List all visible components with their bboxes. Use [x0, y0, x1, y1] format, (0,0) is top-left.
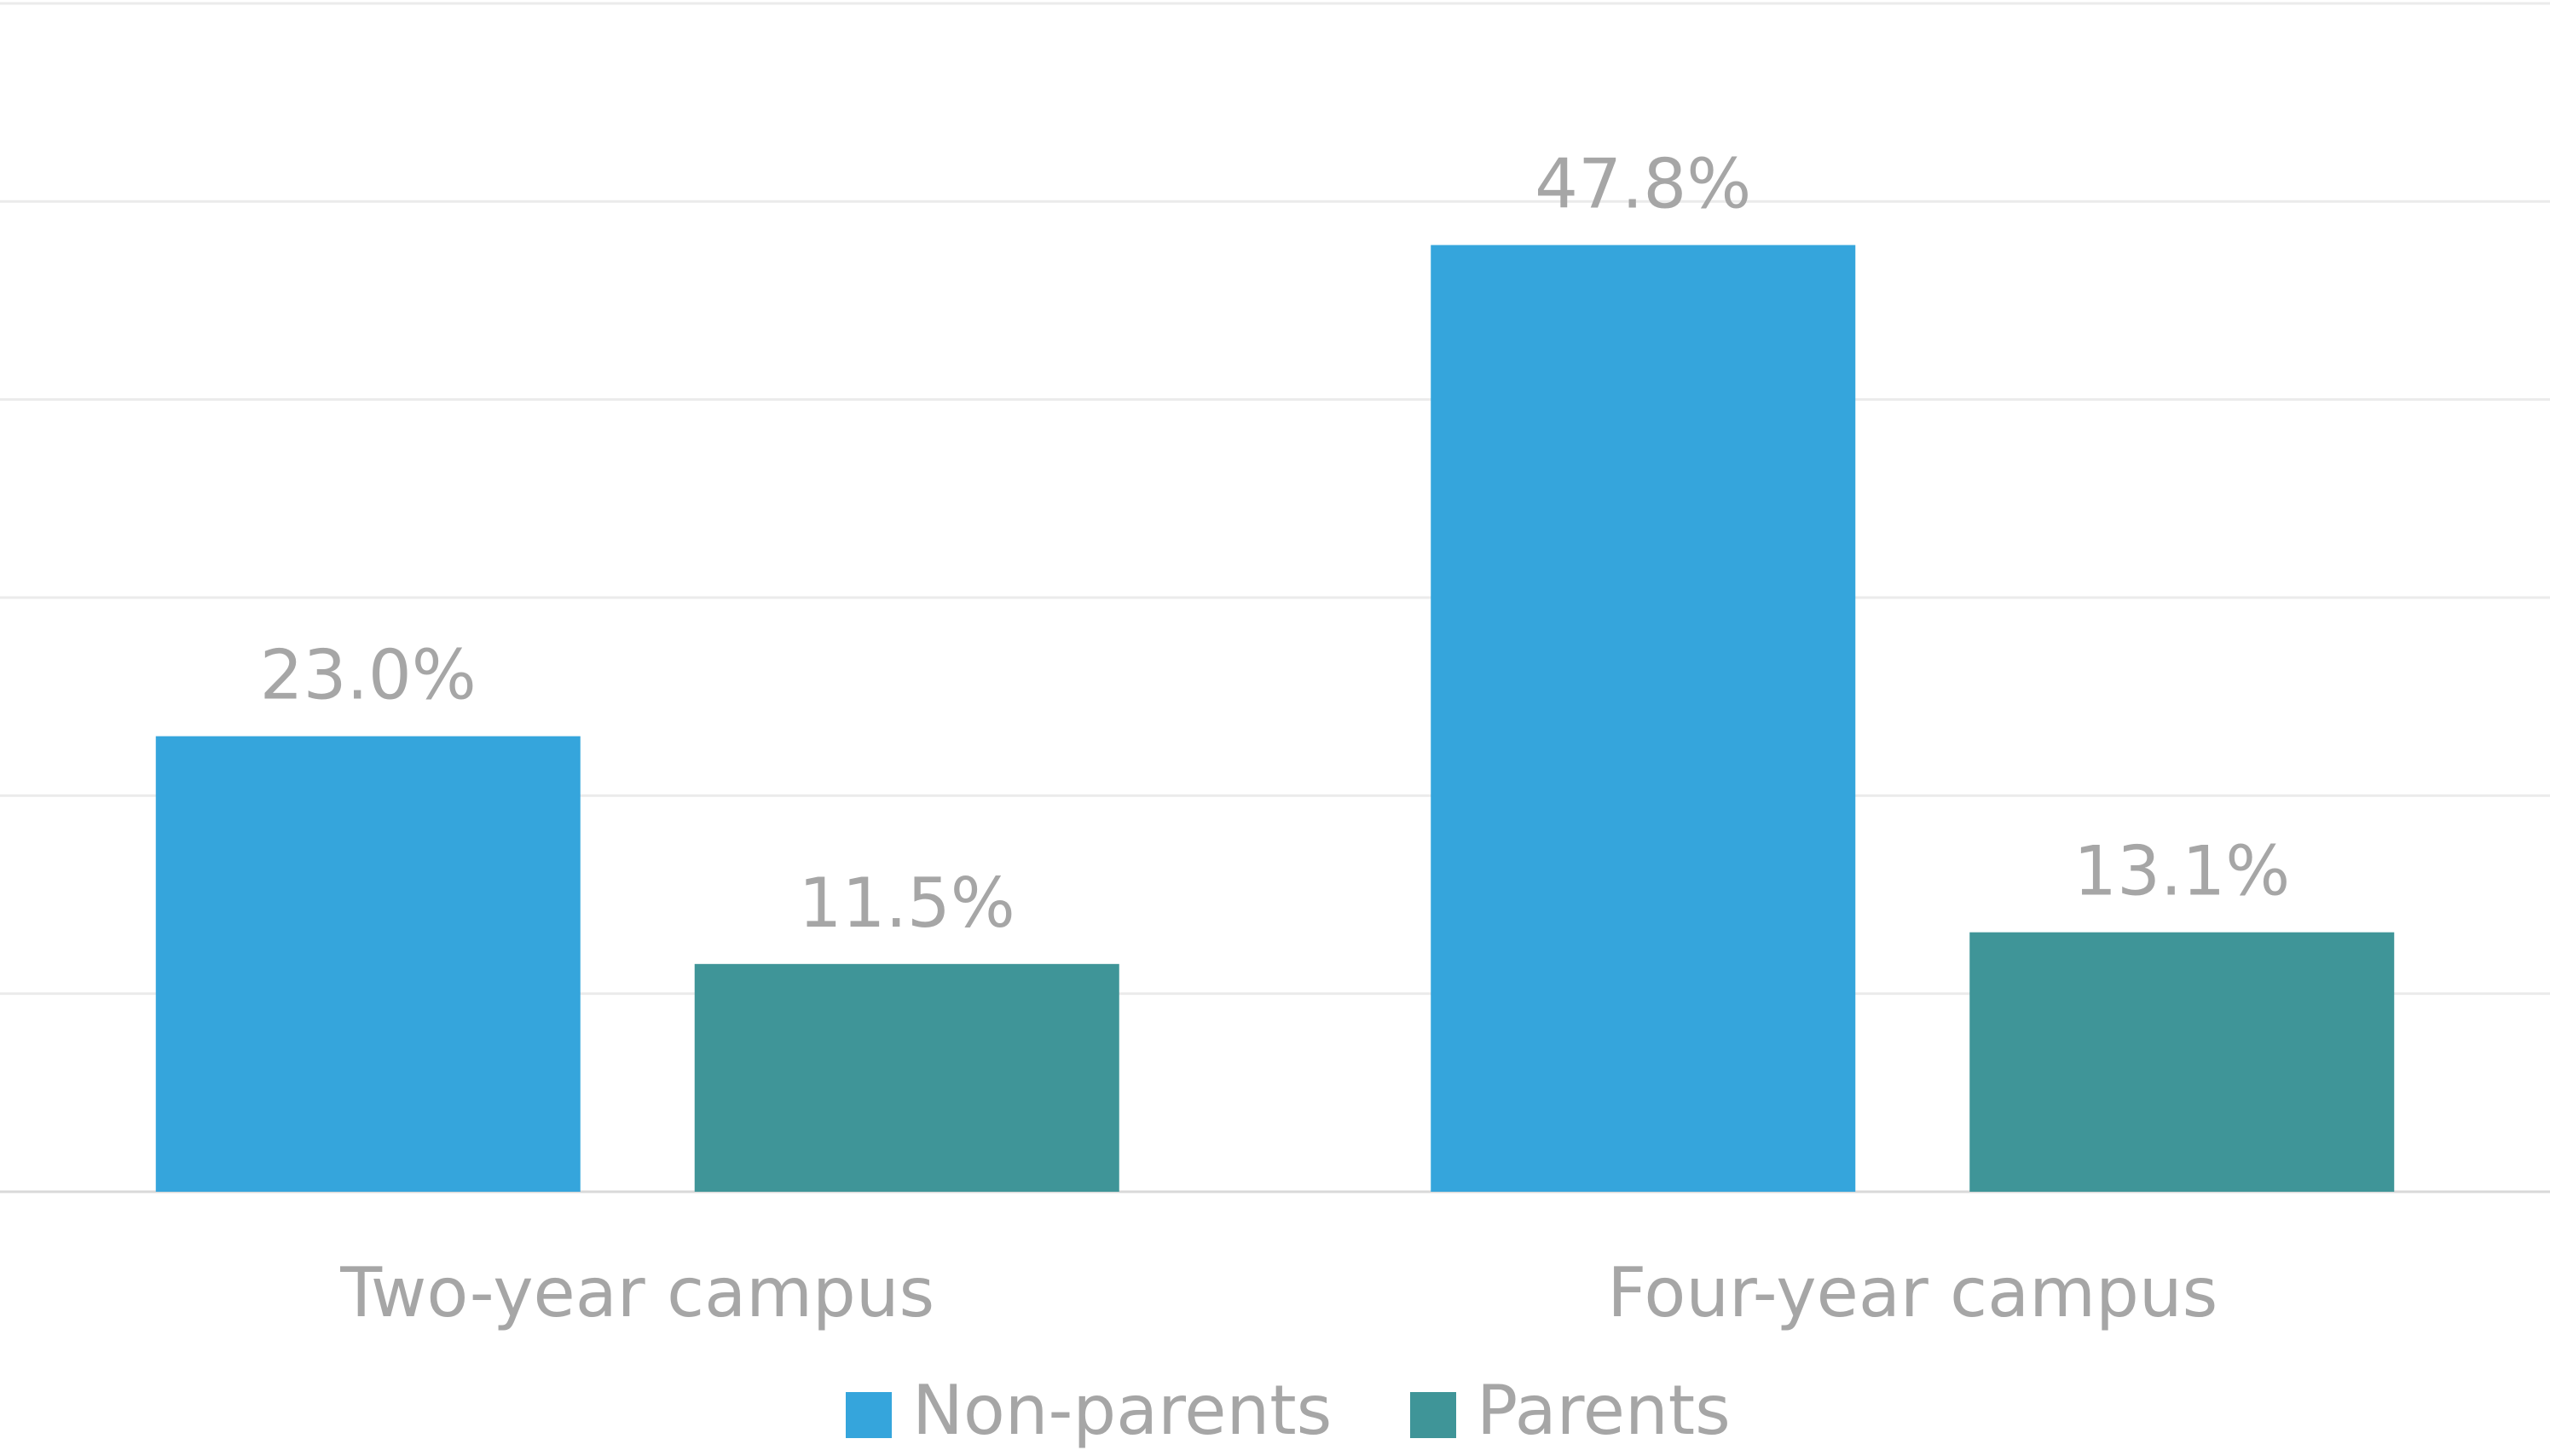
data-label: 23.0%	[260, 636, 477, 715]
bar	[155, 736, 581, 1192]
bar	[1431, 245, 1856, 1192]
legend-swatch	[846, 1392, 892, 1438]
legend-label: Parents	[1477, 1371, 1731, 1450]
data-label: 11.5%	[799, 864, 1015, 943]
legend-label: Non-parents	[912, 1371, 1332, 1450]
data-label: 13.1%	[2073, 832, 2290, 911]
x-tick-label: Two-year campus	[339, 1253, 934, 1332]
bar	[1969, 932, 2395, 1192]
bar	[694, 963, 1119, 1192]
legend-swatch	[1410, 1392, 1456, 1438]
data-label: 47.8%	[1535, 144, 1751, 223]
x-tick-label: Four-year campus	[1607, 1253, 2218, 1332]
